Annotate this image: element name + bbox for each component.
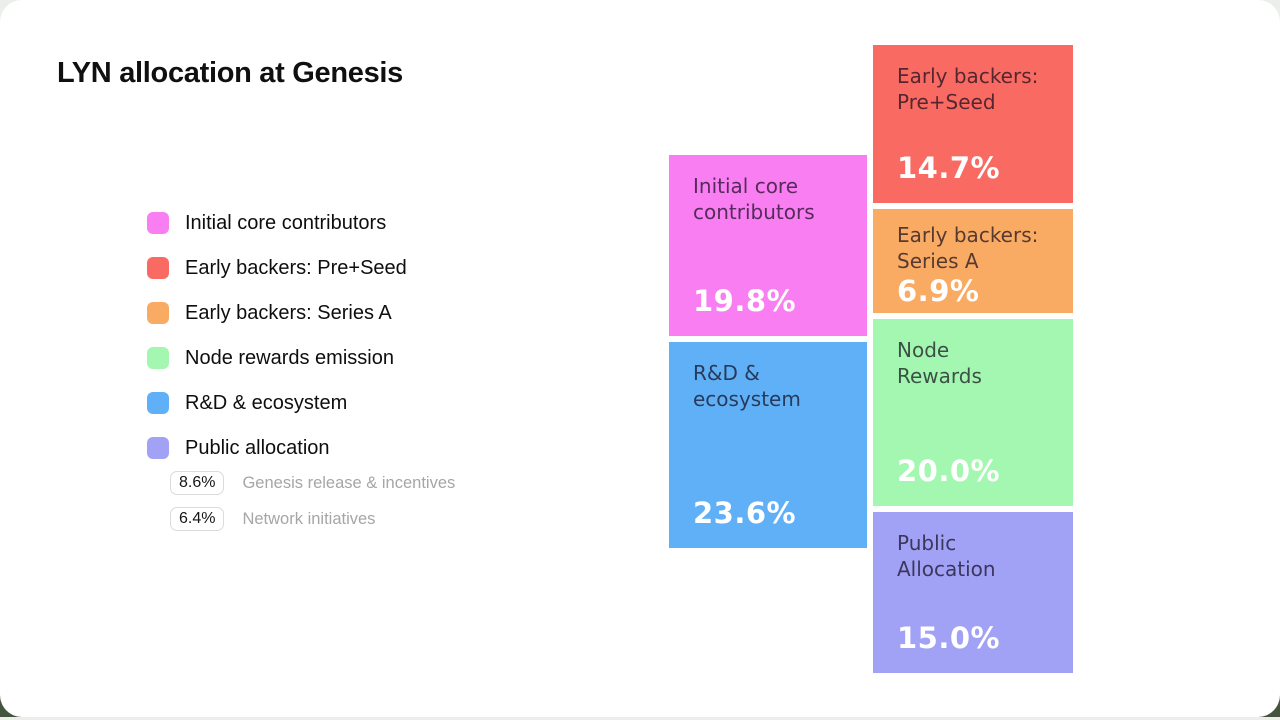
block-early-backers-series-a: Early backers: Series A 6.9% — [873, 209, 1073, 313]
legend-item-initial-core-contributors: Initial core contributors — [147, 212, 407, 234]
block-value: 6.9% — [897, 274, 980, 308]
block-value: 19.8% — [693, 284, 797, 318]
block-label: R&D & ecosystem — [693, 361, 801, 411]
block-early-backers-pre-seed: Early backers: Pre+Seed 14.7% — [873, 45, 1073, 203]
block-label: Early backers: Pre+Seed — [897, 64, 1039, 114]
legend-item-public-allocation: Public allocation — [147, 437, 407, 459]
legend-label: Early backers: Series A — [185, 301, 392, 324]
block-label: Initial core contributors — [693, 174, 815, 224]
block-value: 23.6% — [693, 496, 797, 530]
legend-swatch-orange — [147, 302, 169, 324]
legend-label: R&D & ecosystem — [185, 391, 348, 414]
percent-badge: 6.4% — [170, 507, 225, 531]
legend-swatch-pink — [147, 212, 169, 234]
breakdown-label: Network initiatives — [242, 509, 376, 528]
block-value: 14.7% — [897, 151, 1001, 185]
public-allocation-breakdown: 8.6% Genesis release & incentives 6.4% N… — [170, 469, 455, 541]
breakdown-label: Genesis release & incentives — [242, 473, 456, 492]
block-value: 15.0% — [897, 621, 1001, 655]
legend-item-early-backers-pre-seed: Early backers: Pre+Seed — [147, 257, 407, 279]
legend-swatch-red — [147, 257, 169, 279]
percent-badge: 8.6% — [170, 471, 225, 495]
breakdown-row-genesis-release: 8.6% Genesis release & incentives — [170, 469, 455, 497]
legend-label: Early backers: Pre+Seed — [185, 256, 407, 279]
breakdown-row-network-initiatives: 6.4% Network initiatives — [170, 505, 455, 533]
legend-label: Node rewards emission — [185, 346, 394, 369]
page-title: LYN allocation at Genesis — [57, 57, 403, 89]
legend-label: Initial core contributors — [185, 211, 387, 234]
block-public-allocation: Public Allocation 15.0% — [873, 512, 1073, 673]
block-value: 20.0% — [897, 454, 1001, 488]
legend-item-node-rewards-emission: Node rewards emission — [147, 347, 407, 369]
legend-swatch-green — [147, 347, 169, 369]
legend-label: Public allocation — [185, 436, 330, 459]
block-label: Early backers: Series A — [897, 223, 1039, 273]
legend-swatch-blue — [147, 392, 169, 414]
block-rd-ecosystem: R&D & ecosystem 23.6% — [669, 342, 867, 548]
block-node-rewards: Node Rewards 20.0% — [873, 319, 1073, 506]
block-label: Public Allocation — [897, 531, 996, 581]
legend-swatch-purple — [147, 437, 169, 459]
legend: Initial core contributors Early backers:… — [147, 212, 407, 482]
legend-item-rd-ecosystem: R&D & ecosystem — [147, 392, 407, 414]
legend-item-early-backers-series-a: Early backers: Series A — [147, 302, 407, 324]
block-label: Node Rewards — [897, 338, 982, 388]
block-initial-core-contributors: Initial core contributors 19.8% — [669, 155, 867, 336]
